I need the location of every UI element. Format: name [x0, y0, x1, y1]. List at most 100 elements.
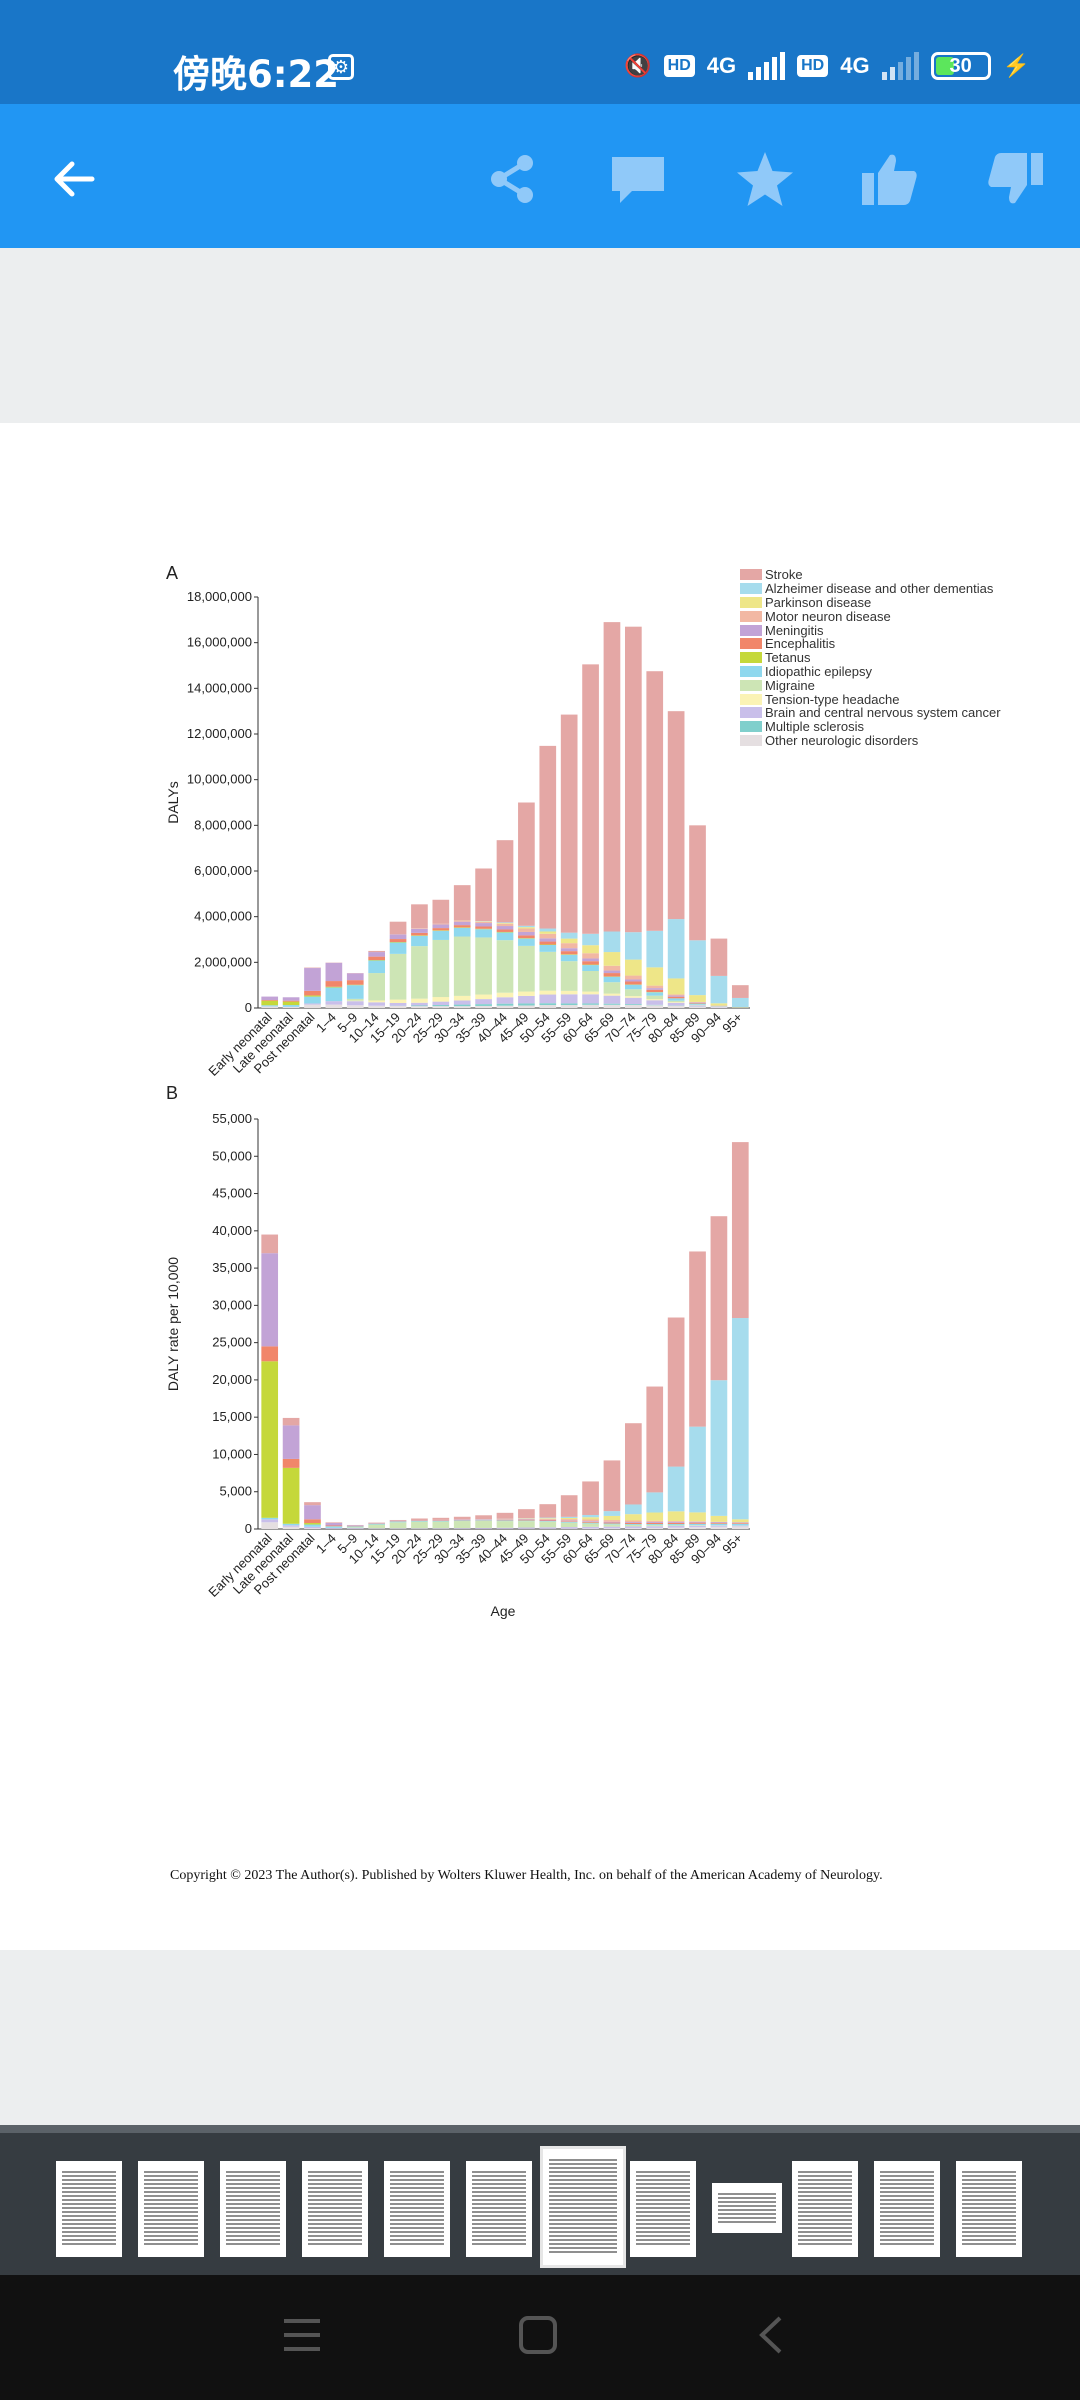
bar-segment: [560, 938, 578, 944]
bar-segment: [453, 1516, 471, 1520]
bar-segment: [518, 1519, 535, 1521]
page-thumbnail[interactable]: [712, 2183, 782, 2233]
bar-segment: [603, 1528, 621, 1529]
legend-item: Parkinson disease: [740, 595, 1001, 610]
bar-segment: [731, 1519, 749, 1523]
bar-segment: [667, 1526, 685, 1528]
bar-segment: [582, 945, 599, 954]
bar-segment: [731, 997, 749, 1008]
bar-segment: [560, 990, 578, 995]
bar-segment: [432, 923, 450, 925]
back-button[interactable]: [38, 144, 108, 214]
bar-segment: [560, 948, 578, 952]
bar-segment: [475, 926, 492, 929]
bar-segment: [496, 940, 514, 993]
page-thumbnail[interactable]: [956, 2161, 1022, 2257]
page-thumbnail[interactable]: [384, 2161, 450, 2257]
system-nav-bar: [0, 2275, 1080, 2400]
signal-icon-1: [748, 52, 786, 80]
menu-icon[interactable]: [282, 2317, 322, 2353]
bar-segment: [667, 1522, 685, 1525]
page-thumbnail[interactable]: [630, 2161, 696, 2257]
bar-segment: [325, 986, 343, 988]
bar-segment: [625, 979, 642, 982]
y-tick-label: 14,000,000: [187, 680, 252, 695]
bar-segment: [539, 1518, 557, 1519]
bar-segment: [625, 959, 642, 976]
share-button[interactable]: [478, 144, 548, 214]
bar-segment: [282, 1467, 300, 1524]
page-thumbnail[interactable]: [302, 2161, 368, 2257]
bar-segment: [432, 928, 450, 931]
bar-segment: [453, 936, 471, 996]
like-button[interactable]: [855, 144, 925, 214]
bar-segment: [389, 921, 407, 935]
bar-segment: [389, 934, 407, 940]
bar-segment: [261, 1519, 279, 1523]
bar-segment: [432, 939, 450, 998]
bar-segment: [304, 1523, 321, 1525]
legend-item: Migraine: [740, 677, 1001, 693]
bar-segment: [539, 1504, 557, 1518]
page-thumbnail[interactable]: [466, 2161, 532, 2257]
bar-segment: [646, 1525, 664, 1527]
thumbnail-preview: [390, 2171, 444, 2247]
bar-segment: [496, 1527, 514, 1529]
bar-segment: [496, 1521, 514, 1528]
bar-segment: [667, 1524, 685, 1526]
bar-segment: [261, 1253, 279, 1347]
bar-segment: [582, 1521, 599, 1523]
bar-segment: [710, 1525, 728, 1527]
home-icon[interactable]: [518, 2315, 558, 2355]
page-thumbnail[interactable]: [138, 2161, 204, 2257]
bar-segment: [539, 931, 557, 934]
bar-segment: [625, 932, 642, 960]
bar-segment: [282, 1458, 300, 1468]
bar-segment: [453, 920, 471, 922]
back-icon[interactable]: [756, 2315, 786, 2355]
y-tick-label: 18,000,000: [187, 589, 252, 604]
comment-button[interactable]: [603, 144, 673, 214]
bar-segment: [710, 1526, 728, 1529]
dislike-button[interactable]: [980, 144, 1050, 214]
page-thumbnail[interactable]: [792, 2161, 858, 2257]
bar-segment: [603, 1515, 621, 1521]
bar-segment: [667, 1527, 685, 1529]
bar-segment: [518, 1521, 535, 1528]
bar-segment: [411, 932, 428, 936]
bar-segment: [582, 1514, 599, 1518]
bar-segment: [475, 999, 492, 1005]
y-tick-label: 35,000: [212, 1260, 252, 1275]
bar-segment: [518, 1518, 535, 1520]
bar-segment: [582, 953, 599, 959]
legend-label: Migraine: [765, 677, 815, 693]
bar-segment: [539, 1520, 557, 1522]
bar-segment: [282, 1001, 300, 1006]
favorite-button[interactable]: [730, 144, 800, 214]
bar-segment: [346, 980, 364, 985]
bar-segment: [539, 1519, 557, 1521]
bar-segment: [282, 1005, 300, 1007]
bar-segment: [368, 956, 385, 961]
bar-segment: [368, 1000, 385, 1003]
app-toolbar: [0, 104, 1080, 248]
battery-level: 30: [949, 55, 972, 77]
bar-segment: [539, 938, 557, 942]
page-thumbnail[interactable]: [220, 2161, 286, 2257]
share-icon: [491, 155, 533, 203]
bar-segment: [496, 923, 514, 927]
page-thumbnail[interactable]: [56, 2161, 122, 2257]
bar-segment: [411, 904, 428, 929]
bar-segment: [667, 1521, 685, 1522]
bar-segment: [560, 1516, 578, 1518]
bar-segment: [667, 998, 685, 1001]
page-thumbnail[interactable]: [874, 2161, 940, 2257]
page-thumbnail[interactable]: [540, 2146, 626, 2268]
bar-segment: [475, 994, 492, 1000]
bar-segment: [603, 973, 621, 977]
bar-segment: [646, 1386, 664, 1493]
bar-segment: [496, 1512, 514, 1519]
bar-segment: [518, 802, 535, 926]
bar-segment: [453, 1004, 471, 1007]
bar-segment: [325, 1522, 343, 1523]
